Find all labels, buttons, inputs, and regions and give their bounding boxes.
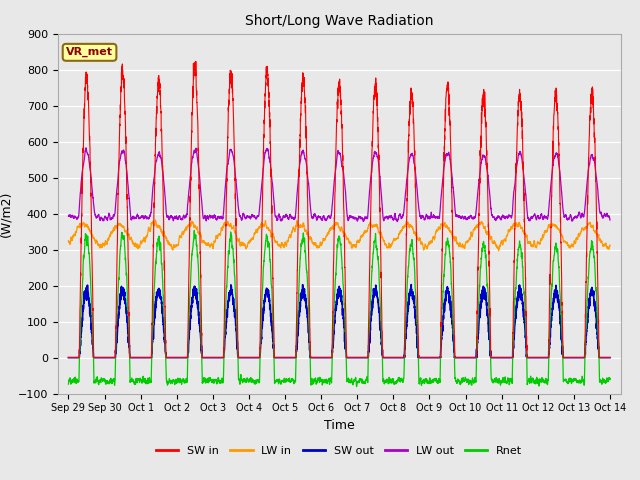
Y-axis label: (W/m2): (W/m2) — [0, 191, 12, 237]
Text: VR_met: VR_met — [66, 47, 113, 58]
X-axis label: Time: Time — [324, 419, 355, 432]
Title: Short/Long Wave Radiation: Short/Long Wave Radiation — [245, 14, 433, 28]
Legend: SW in, LW in, SW out, LW out, Rnet: SW in, LW in, SW out, LW out, Rnet — [152, 441, 527, 460]
